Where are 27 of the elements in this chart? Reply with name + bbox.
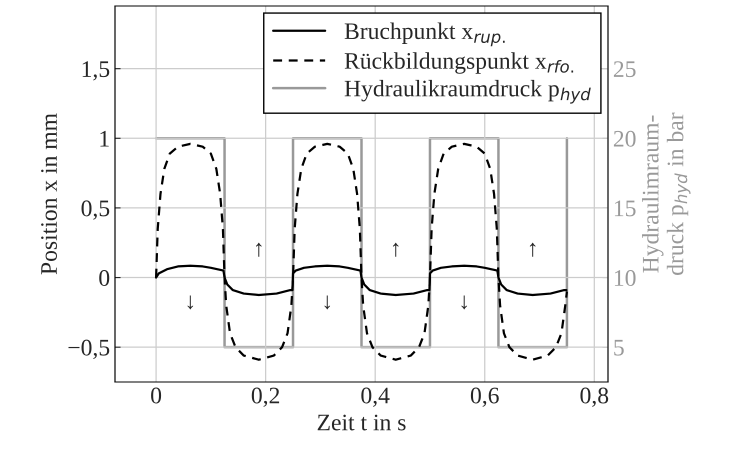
legend-label: Hydraulikraumdruck p$_{hyd}$ bbox=[344, 80, 591, 104]
x-tick-label: 0,8 bbox=[580, 388, 608, 407]
annotation: ↑ bbox=[530, 242, 536, 257]
x-axis-title: Zeit t in s bbox=[318, 414, 406, 430]
x-tick-label: 0,4 bbox=[361, 388, 390, 407]
y-tick-label: 0,5 bbox=[82, 200, 110, 220]
legend-label: Bruchpunkt x$_{rup.}$ bbox=[344, 22, 505, 46]
y2-tick-label: 25 bbox=[614, 61, 636, 78]
y-tick-label: 0 bbox=[99, 270, 110, 286]
annotation: ↑ bbox=[256, 242, 262, 257]
y2-axis-title: Hydraulimraum- druck p$_{hyd}$ in bar bbox=[642, 112, 691, 275]
x-tick-label: 0,6 bbox=[470, 388, 499, 407]
x-tick-label: 0,2 bbox=[252, 388, 280, 407]
annotation: ↓ bbox=[461, 295, 467, 310]
y2-tick-label: 10 bbox=[614, 270, 636, 286]
y-tick-label: 1,5 bbox=[82, 61, 110, 80]
y2-tick-label: 5 bbox=[614, 340, 624, 356]
y-tick-label: −0,5 bbox=[68, 340, 110, 360]
x-tick-label: 0 bbox=[151, 388, 162, 404]
annotation: ↑ bbox=[392, 242, 399, 257]
annotation: ↓ bbox=[188, 295, 194, 310]
y2-tick-label: 15 bbox=[614, 200, 636, 216]
y-tick-label: 1 bbox=[100, 130, 109, 146]
y-axis-title: Position x in mm bbox=[41, 113, 57, 274]
legend-label: Rückbildungspunkt x$_{rfo.}$ bbox=[344, 52, 574, 74]
annotation: ↓ bbox=[324, 295, 330, 310]
y2-tick-label: 20 bbox=[614, 130, 636, 147]
